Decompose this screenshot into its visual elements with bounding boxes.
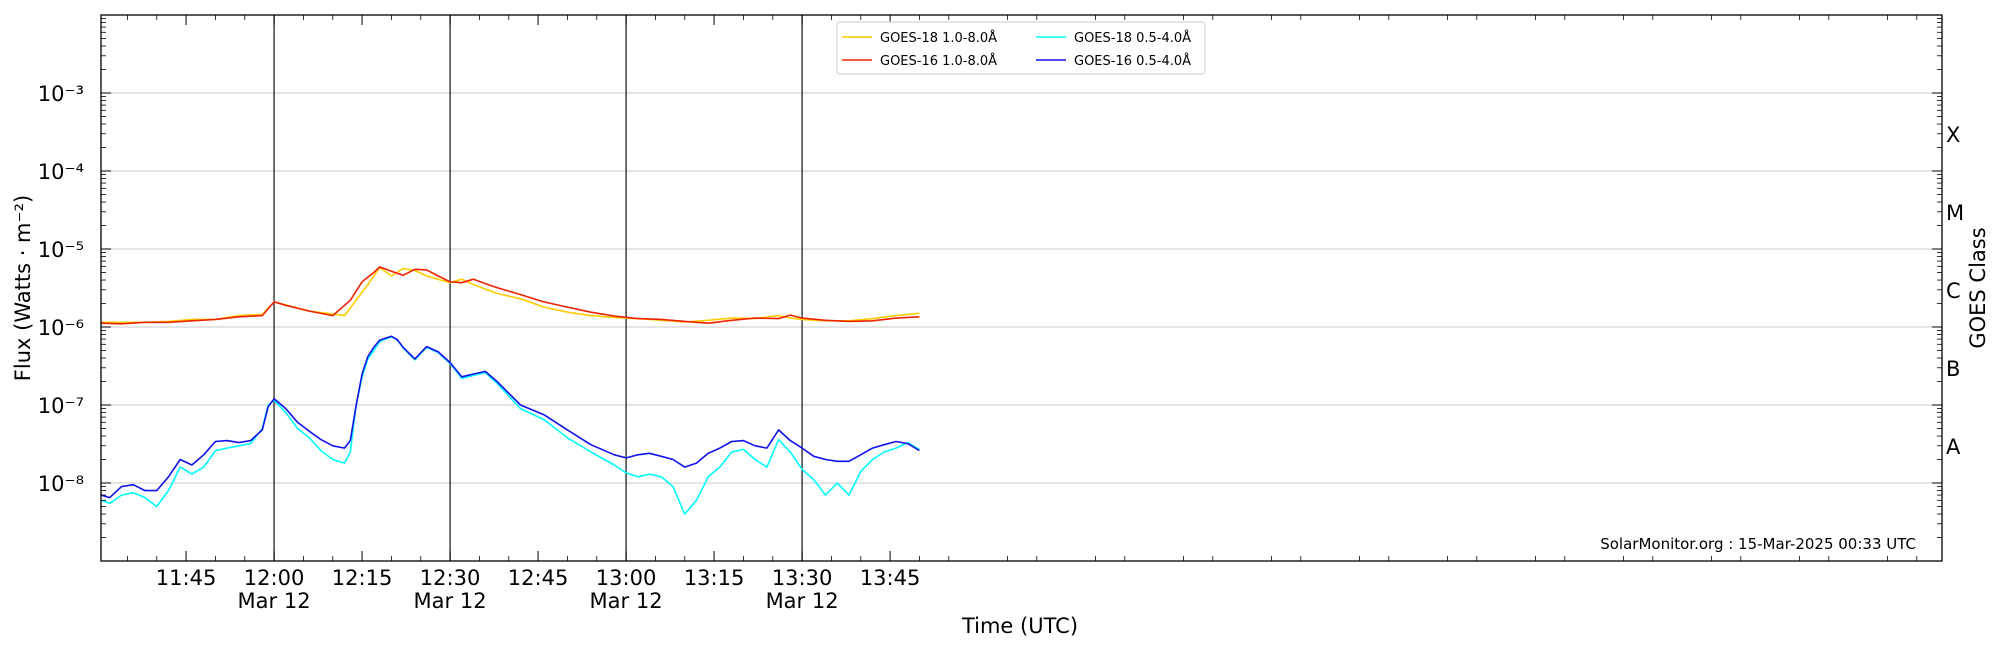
goes18-long-line bbox=[101, 266, 920, 324]
goes-class-label: A bbox=[1946, 435, 1961, 459]
y2-axis-label: GOES Class bbox=[1966, 227, 1990, 348]
goes16-short-line bbox=[100, 335, 920, 499]
x-tick-label-time: 13:00 bbox=[596, 566, 657, 590]
goes-class-label: M bbox=[1946, 201, 1964, 225]
x-tick-label-date: Mar 12 bbox=[590, 589, 663, 613]
legend-label-goes16-short: GOES-16 0.5-4.0Å bbox=[1074, 53, 1191, 69]
goes-class-label: C bbox=[1946, 279, 1961, 303]
x-tick-label-time: 13:15 bbox=[684, 566, 745, 590]
y-tick-label: 10⁻³ bbox=[38, 82, 84, 106]
legend-label-goes16-long: GOES-16 1.0-8.0Å bbox=[880, 53, 997, 69]
x-tick-label-time: 12:45 bbox=[508, 566, 569, 590]
goes16-long-line bbox=[100, 266, 920, 325]
legend-label-goes18-long: GOES-18 1.0-8.0Å bbox=[880, 30, 997, 46]
x-tick-label-time: 12:15 bbox=[332, 566, 393, 590]
goes18-short-line bbox=[100, 335, 920, 515]
legend-box bbox=[836, 21, 1206, 75]
vertical-lines-layer bbox=[273, 15, 803, 561]
x-tick-label-time: 12:30 bbox=[420, 566, 481, 590]
goes-class-label: B bbox=[1946, 357, 1960, 381]
x-axis-label: Time (UTC) bbox=[961, 614, 1078, 638]
y-tick-label: 10⁻⁴ bbox=[38, 160, 84, 184]
grid-layer bbox=[101, 92, 1942, 484]
y-tick-label: 10⁻⁷ bbox=[38, 394, 84, 418]
series-layer bbox=[100, 266, 920, 515]
y-tick-label: 10⁻⁶ bbox=[38, 316, 84, 340]
x-tick-label-time: 11:45 bbox=[156, 566, 217, 590]
x-tick-label-time: 13:30 bbox=[772, 566, 833, 590]
y-tick-label: 10⁻⁵ bbox=[38, 238, 84, 262]
credit-annotation: SolarMonitor.org : 15-Mar-2025 00:33 UTC bbox=[1600, 535, 1916, 553]
y-tick-label: 10⁻⁸ bbox=[38, 472, 84, 496]
legend-label-goes18-short: GOES-18 0.5-4.0Å bbox=[1074, 30, 1191, 46]
x-tick-label-date: Mar 12 bbox=[414, 589, 487, 613]
x-tick-label-time: 12:00 bbox=[244, 566, 305, 590]
goes-class-label: X bbox=[1946, 123, 1960, 147]
x-tick-label-date: Mar 12 bbox=[766, 589, 839, 613]
plot-frame bbox=[100, 14, 1943, 562]
y-axis-label: Flux (Watts · m⁻²) bbox=[11, 195, 35, 381]
x-tick-label-date: Mar 12 bbox=[238, 589, 311, 613]
x-tick-label-time: 13:45 bbox=[860, 566, 921, 590]
legend: GOES-18 1.0-8.0Å GOES-16 1.0-8.0Å GOES-1… bbox=[836, 21, 1206, 75]
